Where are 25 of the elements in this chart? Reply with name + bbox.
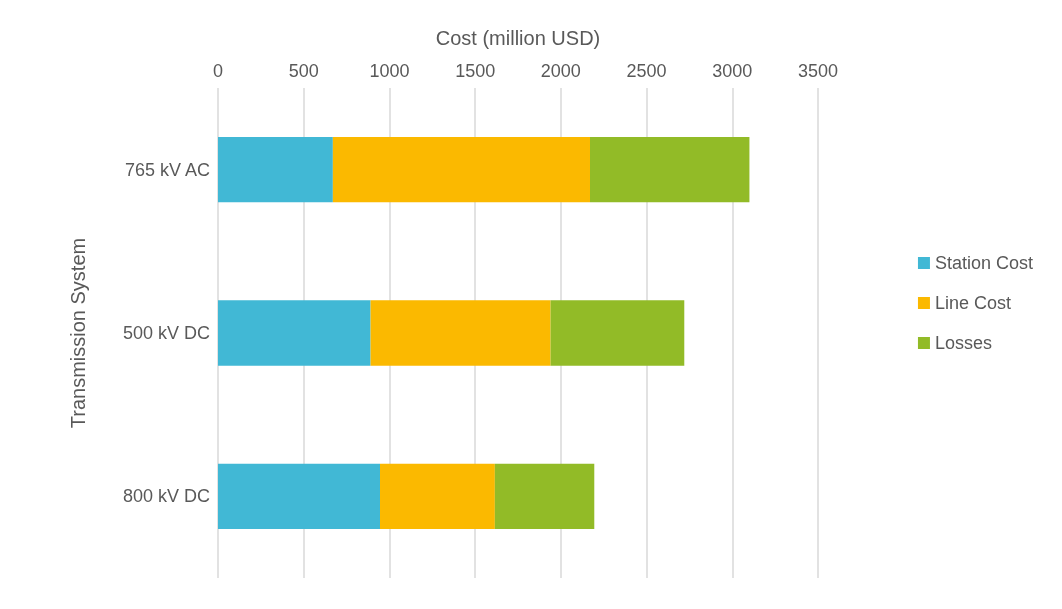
legend-label: Losses — [934, 333, 992, 353]
legend-label: Line Cost — [934, 293, 1011, 313]
bar — [494, 463, 595, 529]
x-tick-label: 1000 — [369, 61, 410, 81]
x-tick-label: 2500 — [626, 61, 667, 81]
bar — [218, 137, 333, 203]
bar — [218, 300, 371, 366]
y-tick-label: 765 kV AC — [124, 159, 210, 180]
x-tick-label: 3500 — [797, 61, 839, 81]
x-tick-label: 2000 — [540, 61, 581, 81]
legend-label: Station Cost — [934, 253, 1034, 273]
x-axis-title: Cost (million USD) — [435, 27, 601, 49]
y-tick-label: 800 kV DC — [122, 486, 210, 507]
bar — [380, 463, 495, 529]
bar — [590, 137, 750, 203]
y-axis-title: Transmission System — [67, 237, 89, 429]
bar — [332, 137, 590, 203]
x-tick-label: 0 — [212, 61, 224, 81]
x-tick-label: 500 — [288, 61, 319, 81]
bar — [370, 300, 551, 366]
y-tick-label: 500 kV DC — [122, 323, 210, 343]
bar — [550, 300, 685, 366]
x-tick-label: 3000 — [712, 61, 753, 81]
bar — [218, 463, 380, 529]
x-tick-label: 1500 — [455, 61, 496, 81]
